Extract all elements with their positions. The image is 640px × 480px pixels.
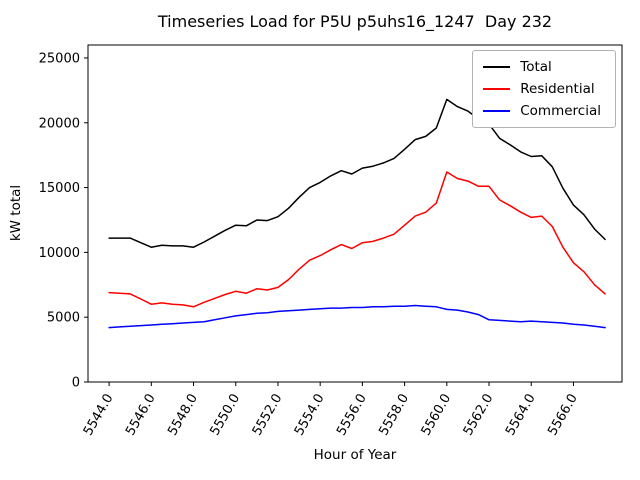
- x-tick-label: 5562.0: [461, 392, 497, 439]
- legend-swatch-total-line: [483, 66, 511, 68]
- legend-item-commercial: Commercial: [483, 103, 601, 119]
- y-tick-label: 25000: [39, 51, 80, 66]
- legend-item-total: Total: [483, 59, 601, 75]
- x-axis-label: Hour of Year: [313, 447, 397, 463]
- x-tick-label: 5548.0: [165, 392, 201, 439]
- x-tick-label: 5554.0: [292, 392, 328, 439]
- x-tick-label: 5558.0: [376, 392, 412, 439]
- y-tick-label: 10000: [39, 246, 80, 261]
- y-tick-label: 5000: [47, 311, 80, 326]
- legend-label-total: Total: [520, 59, 552, 75]
- x-tick-label: 5556.0: [334, 392, 370, 439]
- x-tick-label: 5564.0: [503, 392, 539, 439]
- chart-title: Timeseries Load for P5U p5uhs16_1247 Day…: [157, 12, 553, 31]
- legend-label-residential: Residential: [520, 81, 595, 97]
- x-tick-label: 5546.0: [123, 392, 159, 439]
- x-tick-label: 5560.0: [419, 392, 455, 439]
- y-tick-label: 15000: [39, 181, 80, 196]
- legend-swatch-commercial-line: [483, 110, 511, 112]
- y-axis-label: kW total: [8, 184, 24, 242]
- series-line-total: [108, 98, 606, 248]
- legend-item-residential: Residential: [483, 81, 601, 97]
- series-line-residential: [108, 171, 606, 308]
- legend-swatch-residential-line: [483, 88, 511, 90]
- x-tick-label: 5566.0: [545, 392, 581, 439]
- x-tick-label: 5552.0: [250, 392, 286, 439]
- axes-frame: [87, 44, 623, 383]
- legend-label-commercial: Commercial: [520, 103, 601, 119]
- x-tick-label: 5544.0: [81, 392, 117, 439]
- y-tick-label: 0: [72, 376, 80, 391]
- y-tick-label: 20000: [39, 116, 80, 131]
- series-line-commercial: [108, 304, 606, 329]
- legend: Total Residential Commercial: [472, 50, 616, 128]
- x-tick-label: 5550.0: [207, 392, 243, 439]
